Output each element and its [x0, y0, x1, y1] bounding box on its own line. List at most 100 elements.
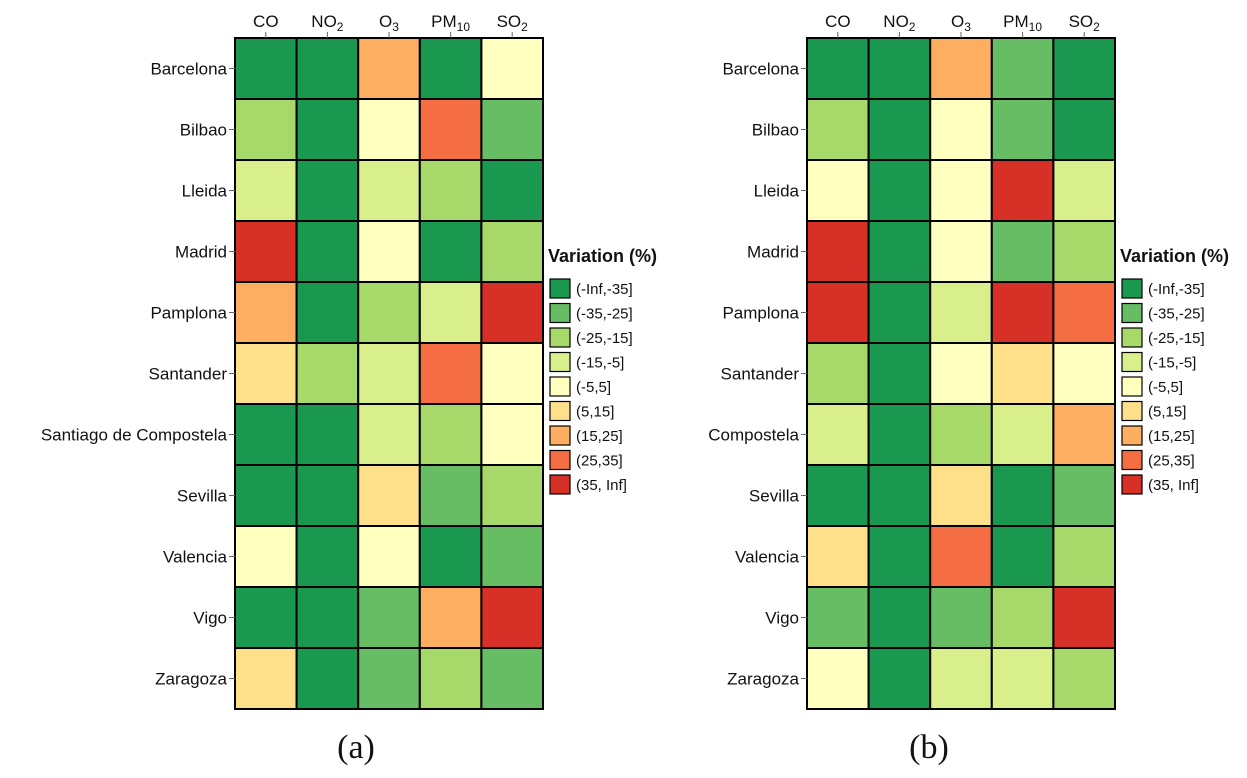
legend-swatch [1121, 400, 1143, 422]
heatmap-cell [357, 403, 421, 466]
heatmap-cell [990, 647, 1055, 710]
legend-label: (35, Inf] [576, 477, 627, 494]
heatmap-cell [1052, 464, 1117, 527]
heatmap-cell [806, 159, 870, 222]
heatmap-cell [1052, 281, 1117, 344]
heatmap-cell [418, 586, 483, 649]
heatmap-cell [357, 525, 421, 588]
column-label: O3 [379, 12, 399, 34]
heatmap-cell [990, 525, 1055, 588]
legend-title: Variation (%) [1120, 246, 1229, 266]
legend-label: (-Inf,-35] [576, 281, 633, 298]
legend-swatch [549, 278, 571, 299]
heatmap-cell [234, 342, 298, 405]
heatmap-cell [1052, 220, 1117, 283]
heatmap-cell [418, 159, 483, 222]
heatmap-cell [867, 281, 932, 344]
heatmap-cell [357, 586, 421, 649]
legend-swatch [549, 449, 571, 471]
heatmap-cell [990, 403, 1055, 466]
row-label: Vigo [193, 609, 227, 628]
row-label: Lleida [754, 182, 800, 201]
heatmap-cell [418, 98, 483, 161]
legend-label: (15,25] [1148, 428, 1195, 445]
legend-label: (35, Inf] [1148, 477, 1199, 494]
heatmap-cell [929, 525, 993, 588]
heatmap-cell [990, 37, 1055, 100]
heatmap-cell [418, 647, 483, 710]
heatmap-cell [990, 98, 1055, 161]
row-label: Zaragoza [155, 670, 227, 689]
heatmap-cell [418, 220, 483, 283]
heatmap-cell [295, 37, 360, 100]
heatmap-cell [295, 403, 360, 466]
legend-swatch [549, 327, 571, 348]
heatmap-cell [357, 342, 421, 405]
heatmap-cell [990, 586, 1055, 649]
legend-label: (25,35] [576, 453, 623, 470]
heatmap-cell [295, 586, 360, 649]
heatmap-cell [480, 159, 544, 222]
heatmap-cell [418, 281, 483, 344]
heatmap-cell [929, 281, 993, 344]
row-label: Madrid [747, 243, 799, 262]
legend: Variation (%) (-Inf,-35] (-35,-25] (-25,-15… [1120, 246, 1229, 495]
legend-swatch [1121, 351, 1143, 373]
heatmap-cell [929, 159, 993, 222]
heatmap-cell [867, 98, 932, 161]
heatmap-cell [929, 342, 993, 405]
heatmap-cell [480, 342, 544, 405]
heatmap-cell [806, 98, 870, 161]
legend-label: (-15,-5] [576, 355, 624, 372]
heatmap-cell [990, 281, 1055, 344]
heatmap-cell [867, 525, 932, 588]
legend-swatch [1121, 327, 1143, 348]
heatmap-cell [867, 647, 932, 710]
heatmap-cell [867, 586, 932, 649]
heatmap-cell [295, 647, 360, 710]
heatmap-cell [929, 98, 993, 161]
heatmap-cell [480, 647, 544, 710]
heatmap-cell [806, 525, 870, 588]
heatmap-cell [295, 159, 360, 222]
heatmap-cell [295, 525, 360, 588]
legend-label: (-Inf,-35] [1148, 281, 1205, 298]
legend-label: (15,25] [576, 428, 623, 445]
legend-swatch [549, 425, 571, 446]
heatmap-cell [867, 403, 932, 466]
row-label: Sevilla [749, 487, 800, 506]
legend-swatch [1121, 449, 1143, 471]
heatmap-cell [480, 525, 544, 588]
heatmap-cell [480, 464, 544, 527]
heatmap-cell [357, 281, 421, 344]
heatmap-cell [1052, 647, 1117, 710]
heatmap-cell [806, 586, 870, 649]
heatmap-cell [418, 342, 483, 405]
heatmap-cell [867, 464, 932, 527]
row-label: Valencia [163, 548, 227, 567]
heatmap-cell [418, 525, 483, 588]
heatmap-cell [806, 464, 870, 527]
heatmap-cell [295, 220, 360, 283]
row-label: Vigo [765, 609, 799, 628]
heatmap-panel-b: CO NO2 O3 PM10 SO2 Barcelona Bilbao Lleida Madri… [708, 12, 1229, 766]
heatmap-cell [234, 647, 298, 710]
heatmap-cell [929, 37, 993, 100]
legend-label: (-35,-25] [576, 306, 633, 323]
row-label: Zaragoza [727, 670, 799, 689]
legend-swatch [549, 474, 571, 495]
heatmap-cell [480, 98, 544, 161]
heatmap-cell [295, 98, 360, 161]
heatmap-cell [1052, 159, 1117, 222]
heatmap-panel-a: CO NO2 O3 PM10 SO2 Barcelona Bilbao Lleida Madri… [41, 12, 657, 766]
heatmap-cell [234, 37, 298, 100]
column-label: CO [825, 12, 851, 31]
heatmap-cell [480, 586, 544, 649]
row-label: Madrid [175, 243, 227, 262]
legend-label: (-5,5] [1148, 379, 1183, 396]
row-label: Compostela [708, 426, 799, 445]
heatmap-cell [867, 220, 932, 283]
legend-swatch [1121, 425, 1143, 446]
heatmap-cell [867, 37, 932, 100]
heatmap-cell [234, 586, 298, 649]
